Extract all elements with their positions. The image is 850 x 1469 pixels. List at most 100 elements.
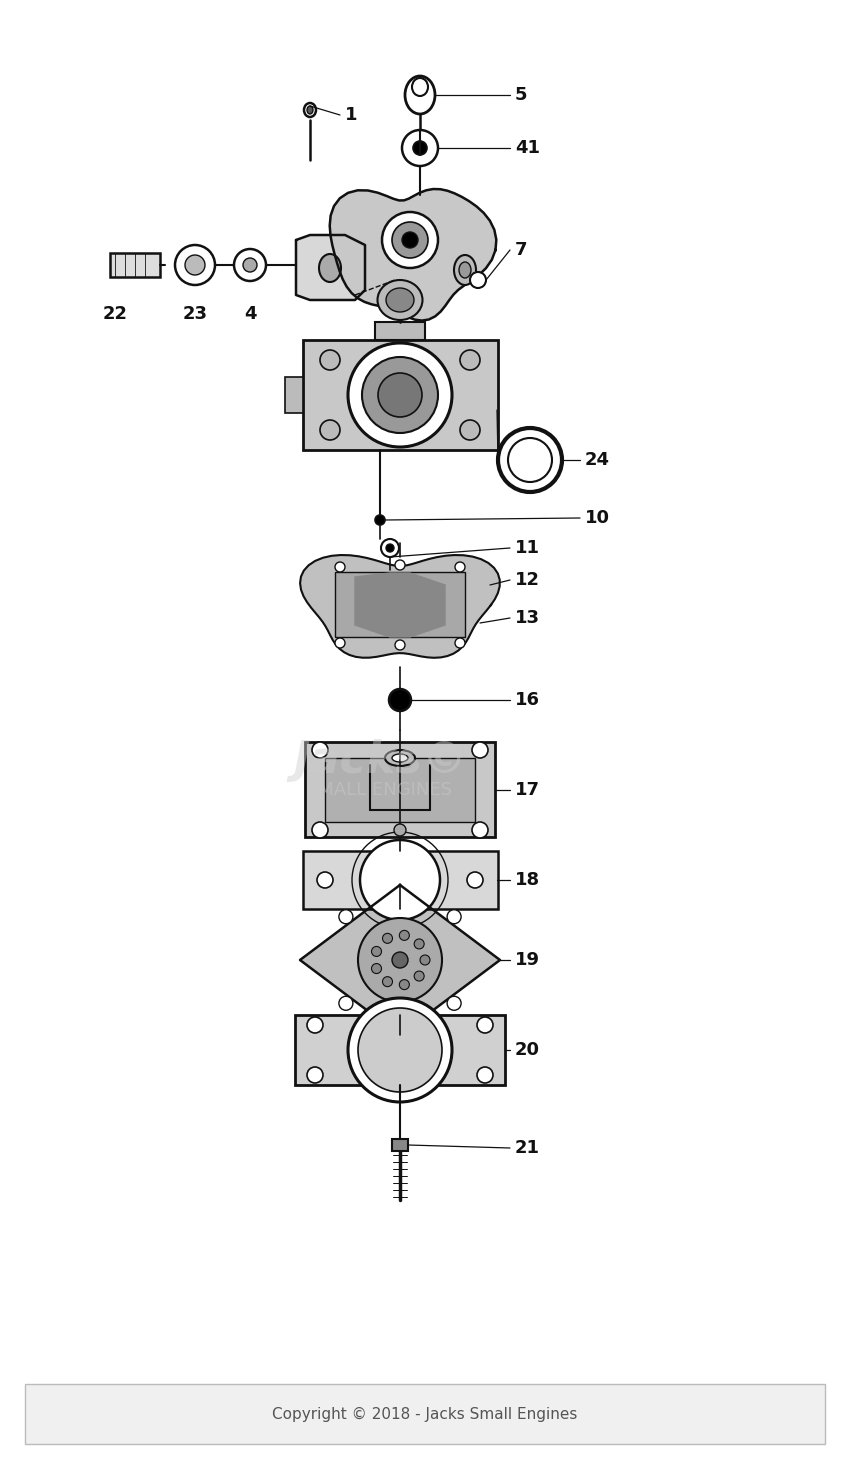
Ellipse shape xyxy=(377,281,422,320)
Text: 22: 22 xyxy=(103,306,128,323)
Ellipse shape xyxy=(459,261,471,278)
Circle shape xyxy=(472,742,488,758)
Circle shape xyxy=(472,823,488,837)
Circle shape xyxy=(414,939,424,949)
Circle shape xyxy=(447,909,461,924)
Text: 4: 4 xyxy=(244,306,256,323)
Circle shape xyxy=(395,560,405,570)
Circle shape xyxy=(470,272,486,288)
Text: 23: 23 xyxy=(183,306,207,323)
Circle shape xyxy=(382,212,438,267)
Bar xyxy=(335,571,465,638)
Circle shape xyxy=(307,1066,323,1083)
Text: 1: 1 xyxy=(345,106,358,123)
Circle shape xyxy=(382,933,393,943)
Bar xyxy=(25,1384,825,1444)
Polygon shape xyxy=(330,190,496,320)
Polygon shape xyxy=(355,573,445,638)
Ellipse shape xyxy=(454,256,476,285)
Text: 12: 12 xyxy=(515,571,540,589)
Circle shape xyxy=(378,373,422,417)
Polygon shape xyxy=(300,555,500,658)
Polygon shape xyxy=(296,235,365,300)
Circle shape xyxy=(317,873,333,887)
Text: 24: 24 xyxy=(585,451,610,469)
Circle shape xyxy=(413,141,427,156)
Circle shape xyxy=(375,516,385,524)
Circle shape xyxy=(460,420,480,441)
Text: 41: 41 xyxy=(515,140,540,157)
Circle shape xyxy=(358,1008,442,1091)
Circle shape xyxy=(389,689,411,711)
Text: 5: 5 xyxy=(515,87,528,104)
Bar xyxy=(325,758,475,823)
Circle shape xyxy=(358,918,442,1002)
Polygon shape xyxy=(300,884,500,1036)
Circle shape xyxy=(381,539,399,557)
Circle shape xyxy=(371,946,382,956)
Ellipse shape xyxy=(307,106,313,115)
Circle shape xyxy=(386,544,394,552)
Circle shape xyxy=(339,909,353,924)
Text: 20: 20 xyxy=(515,1042,540,1059)
Circle shape xyxy=(420,955,430,965)
Circle shape xyxy=(455,563,465,571)
Circle shape xyxy=(335,563,345,571)
Circle shape xyxy=(243,259,257,272)
Circle shape xyxy=(402,129,438,166)
Bar xyxy=(392,1138,408,1152)
Ellipse shape xyxy=(385,751,415,765)
Circle shape xyxy=(320,350,340,370)
Circle shape xyxy=(371,964,382,974)
Circle shape xyxy=(414,971,424,981)
Bar xyxy=(303,851,498,909)
Bar xyxy=(305,742,495,837)
Circle shape xyxy=(394,824,406,836)
Circle shape xyxy=(348,997,452,1102)
Text: 16: 16 xyxy=(515,690,540,710)
Bar xyxy=(303,339,498,450)
Circle shape xyxy=(467,873,483,887)
Text: 19: 19 xyxy=(515,950,540,970)
Ellipse shape xyxy=(319,254,341,282)
Circle shape xyxy=(447,996,461,1011)
Circle shape xyxy=(460,350,480,370)
Text: 17: 17 xyxy=(515,782,540,799)
Circle shape xyxy=(339,996,353,1011)
Circle shape xyxy=(234,250,266,281)
Text: Jacks©: Jacks© xyxy=(293,739,467,782)
Circle shape xyxy=(402,232,418,248)
Ellipse shape xyxy=(412,78,428,95)
Circle shape xyxy=(400,980,410,990)
Bar xyxy=(295,1015,505,1086)
Bar xyxy=(110,253,160,278)
Circle shape xyxy=(400,930,410,940)
Text: 11: 11 xyxy=(515,539,540,557)
Circle shape xyxy=(477,1017,493,1033)
Text: 13: 13 xyxy=(515,610,540,627)
Circle shape xyxy=(392,952,408,968)
Circle shape xyxy=(175,245,215,285)
Text: 7: 7 xyxy=(515,241,528,259)
Circle shape xyxy=(307,1017,323,1033)
Circle shape xyxy=(312,742,328,758)
Circle shape xyxy=(360,840,440,920)
Circle shape xyxy=(392,222,428,259)
Circle shape xyxy=(395,640,405,649)
Text: 18: 18 xyxy=(515,871,540,889)
Circle shape xyxy=(335,638,345,648)
Bar xyxy=(285,378,303,413)
Text: 21: 21 xyxy=(515,1138,540,1158)
Circle shape xyxy=(362,357,438,433)
Ellipse shape xyxy=(386,288,414,311)
Text: SMALL ENGINES: SMALL ENGINES xyxy=(308,782,452,799)
Circle shape xyxy=(312,823,328,837)
Circle shape xyxy=(185,256,205,275)
Ellipse shape xyxy=(304,103,316,118)
Text: 10: 10 xyxy=(585,508,610,527)
Ellipse shape xyxy=(392,754,408,762)
Circle shape xyxy=(382,977,393,987)
Bar xyxy=(375,322,425,339)
Circle shape xyxy=(477,1066,493,1083)
Circle shape xyxy=(320,420,340,441)
